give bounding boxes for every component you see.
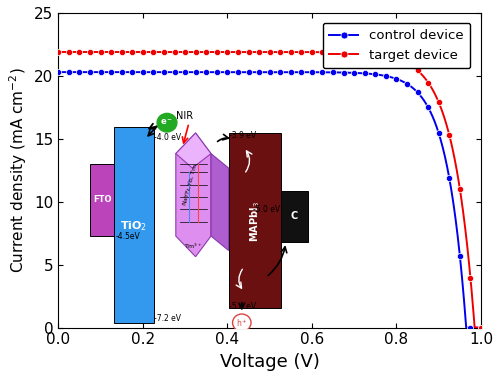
Text: MAPbI$_3$: MAPbI$_3$: [248, 201, 262, 242]
Polygon shape: [176, 133, 211, 257]
Legend: control device, target device: control device, target device: [323, 23, 470, 68]
Text: -5.4 eV: -5.4 eV: [228, 302, 256, 311]
X-axis label: Voltage (V): Voltage (V): [220, 353, 320, 371]
Bar: [282, 191, 308, 242]
Text: -7.2 eV: -7.2 eV: [154, 314, 181, 323]
Text: -4.0 eV: -4.0 eV: [154, 133, 181, 142]
Circle shape: [157, 113, 177, 132]
Circle shape: [232, 314, 251, 332]
Bar: [228, 133, 281, 308]
Text: TiO$_2$: TiO$_2$: [120, 219, 148, 233]
Polygon shape: [211, 153, 228, 251]
Bar: [90, 164, 114, 236]
Text: e$^-$: e$^-$: [160, 118, 173, 127]
Text: NaYF$_4$,Yb, Tm: NaYF$_4$,Yb, Tm: [180, 162, 200, 207]
Text: NIR: NIR: [176, 112, 193, 121]
Text: FTO: FTO: [93, 195, 112, 204]
Polygon shape: [176, 133, 211, 168]
Y-axis label: Current density (mA cm$^{-2}$): Current density (mA cm$^{-2}$): [7, 67, 28, 273]
Text: -4.5eV: -4.5eV: [116, 232, 140, 240]
Bar: [114, 127, 154, 323]
Text: -5.0 eV: -5.0 eV: [253, 205, 280, 214]
Text: h$^+$: h$^+$: [236, 317, 248, 328]
Text: -3.9 eV: -3.9 eV: [228, 130, 256, 139]
Text: C: C: [291, 211, 298, 222]
Text: Tm$^{3+}$: Tm$^{3+}$: [184, 242, 203, 251]
